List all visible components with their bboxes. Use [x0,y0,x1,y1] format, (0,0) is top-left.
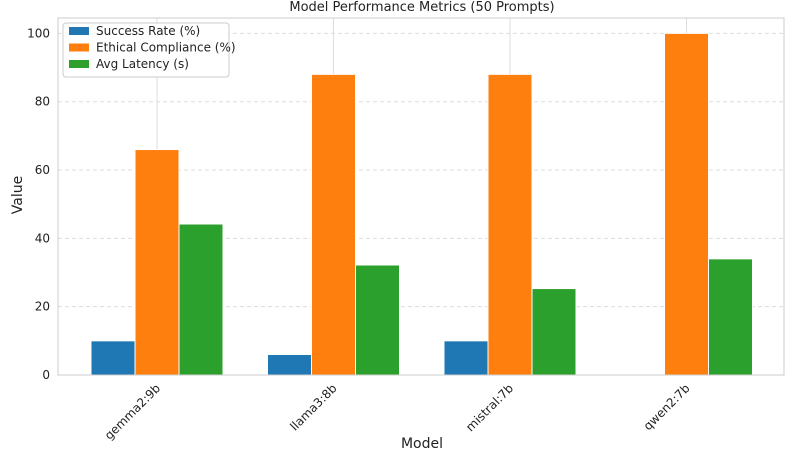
legend-swatch [69,60,89,68]
legend-box [62,22,230,78]
y-tick-label: 20 [35,300,50,314]
y-tick-label: 60 [35,163,50,177]
bar-ethical-compliance-llama3-8b [311,73,356,376]
bar-success-rate-llama3-8b [267,354,312,376]
legend-swatch [69,27,89,35]
y-tick-label: 100 [27,26,50,40]
legend: Success Rate (%) Ethical Compliance (%) Av… [62,22,236,78]
y-tick-labels: 0 20 40 60 80 100 [27,26,50,382]
x-tick-label: qwen2:7b [641,381,693,433]
legend-label: Avg Latency (s) [96,57,189,71]
bar-avg-latency-s-gemma2-9b [178,223,224,376]
chart-title: Model Performance Metrics (50 Prompts) [289,0,554,15]
bar-avg-latency-s-mistral-7b [531,288,577,376]
bars [90,32,753,376]
x-axis-label: Model [401,436,443,450]
x-tick-label: gemma2:9b [102,381,163,442]
x-tick-label: llama3:8b [287,381,339,433]
y-axis-label: Value [10,176,26,214]
bar-ethical-compliance-gemma2-9b [134,149,180,376]
legend-swatch [69,43,89,52]
y-tick-label: 40 [35,231,50,245]
legend-label: Success Rate (%) [96,24,200,38]
bar-success-rate-gemma2-9b [90,340,136,376]
plot-frame [57,17,785,376]
bar-avg-latency-s-llama3-8b [355,264,400,376]
y-tick-label: 80 [35,95,50,109]
bar-success-rate-mistral-7b [443,340,489,376]
legend-label: Ethical Compliance (%) [96,41,236,55]
bar-ethical-compliance-mistral-7b [487,73,533,376]
x-tick-labels: gemma2:9b llama3:8b mistral:7b qwen2:7b [102,381,693,442]
bar-ethical-compliance-qwen2-7b [664,32,709,376]
y-tick-label: 0 [42,368,50,382]
x-tick-label: mistral:7b [463,381,516,434]
bar-avg-latency-s-qwen2-7b [708,258,753,376]
